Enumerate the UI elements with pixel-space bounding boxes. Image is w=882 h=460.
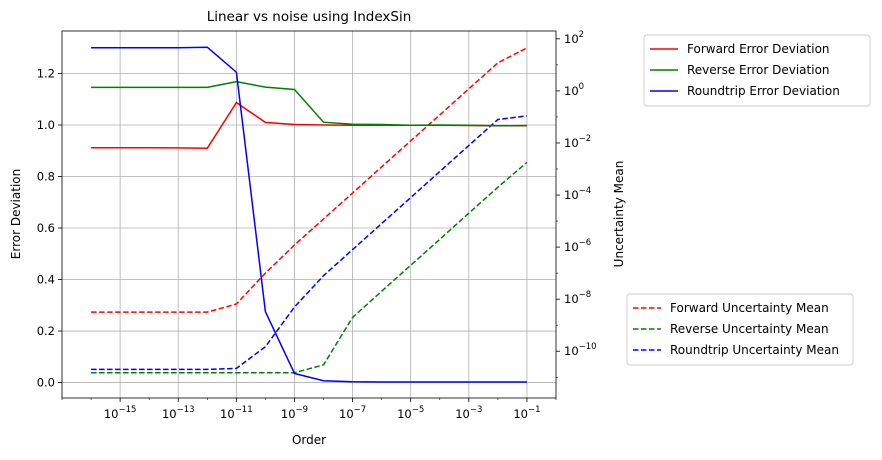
x-tick-label: 10−13 — [162, 405, 195, 421]
x-tick-label: 10−3 — [455, 405, 482, 421]
forward-uncertainty-mean-line — [91, 47, 528, 313]
y-right-tick-label: 100 — [564, 82, 584, 98]
y-axis-right: 10−10 10−8 10−6 10−4 10−2 100 102 — [556, 30, 597, 378]
x-tick-label: 10−1 — [513, 405, 540, 421]
y-left-tick-label: 0.0 — [37, 376, 55, 390]
y-right-tick-label: 102 — [564, 30, 584, 46]
y-left-tick-label: 0.8 — [37, 170, 55, 184]
legend-uncertainty-mean: Forward Uncertainty Mean Reverse Uncertai… — [626, 293, 854, 366]
y-left-tick-label: 1.0 — [37, 118, 55, 132]
legend-label: Roundtrip Error Deviation — [687, 84, 840, 98]
x-tick-label: 10−7 — [339, 405, 366, 421]
y-right-tick-label: 10−8 — [564, 290, 591, 306]
y-right-tick-label: 10−2 — [564, 134, 591, 150]
y-left-tick-label: 0.4 — [37, 273, 55, 287]
y-axis-left: 0.0 0.2 0.4 0.6 0.8 1.0 1.2 — [37, 66, 62, 390]
x-axis-label: Order — [292, 433, 326, 447]
x-tick-label: 10−11 — [220, 405, 253, 421]
x-tick-label: 10−5 — [397, 405, 424, 421]
legend-box — [643, 34, 871, 107]
y-left-tick-label: 1.2 — [37, 66, 55, 80]
chart-title: Linear vs noise using IndexSin — [207, 9, 412, 25]
reverse-uncertainty-mean-line — [91, 161, 528, 374]
y-left-tick-label: 0.2 — [37, 324, 55, 338]
x-tick-label: 10−9 — [281, 405, 308, 421]
y-axis-left-label: Error Deviation — [9, 169, 23, 259]
legend-label: Reverse Uncertainty Mean — [670, 322, 829, 336]
y-axis-right-label: Uncertainty Mean — [612, 161, 626, 268]
x-axis: 10−15 10−13 10−11 10−9 10−7 10−5 10−3 10−1 — [61, 398, 557, 421]
roundtrip-error-deviation-line — [91, 46, 527, 383]
legend-box — [626, 293, 854, 366]
y-left-tick-label: 0.6 — [37, 221, 55, 235]
y-right-tick-label: 10−6 — [564, 238, 591, 254]
roundtrip-uncertainty-mean-line — [91, 115, 527, 371]
reverse-error-deviation-line — [91, 80, 527, 127]
legend-label: Roundtrip Uncertainty Mean — [670, 343, 839, 357]
y-right-tick-label: 10−4 — [564, 186, 591, 202]
legend-label: Forward Error Deviation — [687, 42, 830, 56]
legend-label: Reverse Error Deviation — [687, 63, 830, 77]
legend-label: Forward Uncertainty Mean — [670, 301, 829, 315]
plot-lines — [91, 46, 528, 383]
plot-frame — [61, 30, 557, 399]
legend-error-deviation: Forward Error Deviation Reverse Error Dev… — [643, 34, 871, 107]
x-tick-label: 10−15 — [104, 405, 137, 421]
y-right-tick-label: 10−10 — [564, 342, 597, 358]
